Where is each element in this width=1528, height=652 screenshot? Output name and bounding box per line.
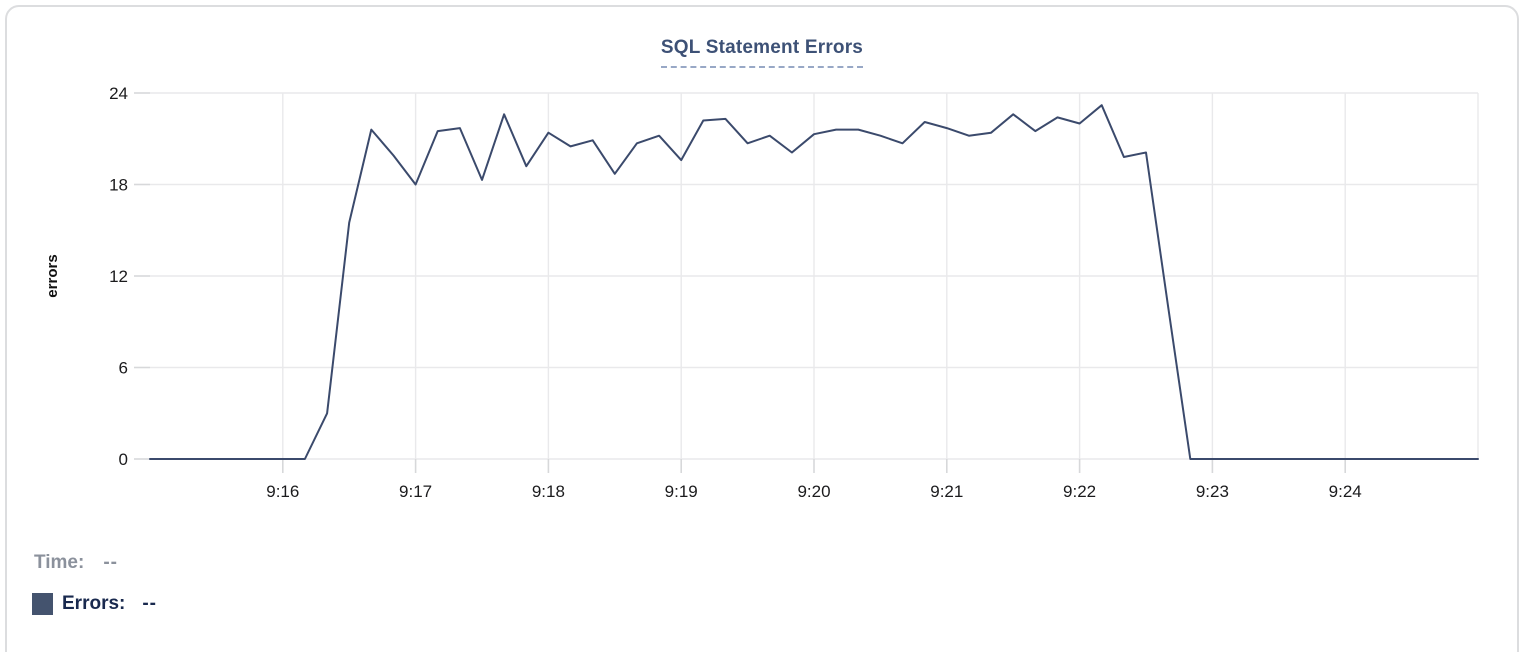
svg-text:9:16: 9:16 xyxy=(266,482,299,501)
svg-text:9:18: 9:18 xyxy=(532,482,565,501)
svg-text:18: 18 xyxy=(109,176,128,195)
svg-text:9:20: 9:20 xyxy=(797,482,830,501)
svg-text:9:24: 9:24 xyxy=(1329,482,1362,501)
svg-text:9:22: 9:22 xyxy=(1063,482,1096,501)
chart-header: SQL Statement Errors xyxy=(7,37,1517,68)
svg-text:9:17: 9:17 xyxy=(399,482,432,501)
legend-errors-label: Errors: xyxy=(62,593,126,614)
chart-card: SQL Statement Errors 0 6 12 18 24 9:16 9:17 9:1… xyxy=(5,5,1519,652)
svg-text:9:23: 9:23 xyxy=(1196,482,1229,501)
legend-time-value: -- xyxy=(103,552,118,573)
legend-errors-value: -- xyxy=(142,593,158,614)
chart-plot-area[interactable]: 0 6 12 18 24 9:16 9:17 9:18 9:19 9:20 9:21 9:22 9:23… xyxy=(7,7,1528,652)
svg-text:errors: errors xyxy=(44,254,61,297)
errors-series-swatch-icon xyxy=(32,593,53,615)
svg-text:24: 24 xyxy=(109,84,128,103)
legend-time-label: Time: xyxy=(34,552,85,573)
svg-text:12: 12 xyxy=(109,267,128,286)
legend-time-row: Time: -- xyxy=(34,552,118,574)
svg-text:6: 6 xyxy=(119,359,128,378)
svg-text:0: 0 xyxy=(119,450,128,469)
svg-text:9:19: 9:19 xyxy=(665,482,698,501)
legend-errors-row: Errors: -- xyxy=(32,593,157,615)
chart-title[interactable]: SQL Statement Errors xyxy=(660,37,864,68)
svg-text:9:21: 9:21 xyxy=(930,482,963,501)
